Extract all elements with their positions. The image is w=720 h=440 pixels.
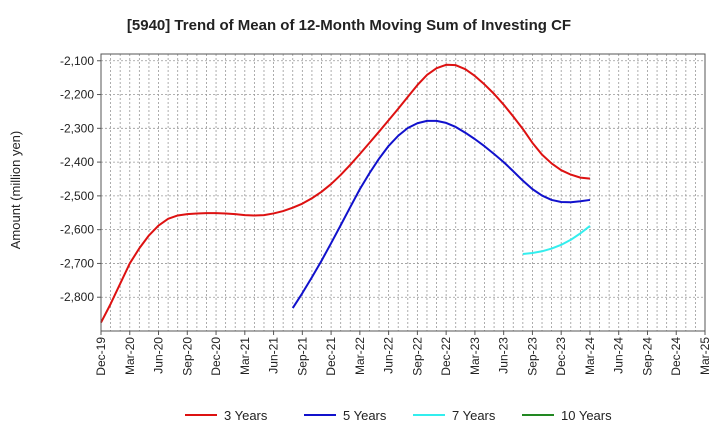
plot-area [101,54,705,331]
legend-item: 7 Years [413,408,496,423]
x-tick-label: Jun-24 [612,337,626,374]
y-tick-label: -2,700 [60,256,94,270]
x-tick-label: Jun-23 [497,337,511,374]
x-tick-label: Jun-20 [152,337,166,374]
x-tick-label: Dec-19 [94,337,108,376]
legend-label: 10 Years [561,408,612,423]
chart-title: [5940] Trend of Mean of 12-Month Moving … [127,17,571,34]
legend-item: 5 Years [304,408,387,423]
y-tick-label: -2,500 [60,189,94,203]
x-axis-ticks: Dec-19 Mar-20 Jun-20 Sep-20 Dec-20 Mar-21 Jun-… [94,331,712,376]
legend-item: 3 Years [185,408,268,423]
legend: 3 Years 5 Years 7 Years 10 Years [185,408,612,423]
x-tick-label: Sep-20 [180,337,194,376]
series-lines [100,63,591,324]
x-tick-label: Sep-22 [410,337,424,376]
y-tick-label: -2,200 [60,88,94,102]
y-tick-label: -2,100 [60,54,94,68]
x-tick-label: Dec-20 [209,337,223,376]
x-tick-label: Mar-23 [468,337,482,375]
x-tick-label: Dec-23 [554,337,568,376]
x-tick-label: Sep-21 [295,337,309,376]
x-tick-label: Dec-24 [669,337,683,376]
x-tick-label: Jun-21 [267,337,281,374]
series-line-3-years [100,63,591,324]
x-tick-label: Dec-22 [439,337,453,376]
x-tick-label: Jun-22 [382,337,396,374]
x-tick-label: Mar-20 [123,337,137,375]
x-tick-label: Mar-21 [238,337,252,375]
y-tick-label: -2,400 [60,155,94,169]
x-tick-label: Mar-25 [698,337,712,375]
y-tick-label: -2,800 [60,290,94,304]
legend-label: 3 Years [224,408,268,423]
plot-frame [100,53,706,332]
x-tick-label: Dec-21 [324,337,338,376]
y-tick-label: -2,600 [60,223,94,237]
series-line-5-years [291,119,591,309]
y-axis-label: Amount (million yen) [8,131,23,250]
x-tick-label: Sep-23 [525,337,539,376]
x-tick-label: Mar-24 [583,337,597,375]
series-line-7-years [522,225,591,255]
legend-label: 5 Years [343,408,387,423]
legend-label: 7 Years [452,408,496,423]
legend-item: 10 Years [522,408,612,423]
grid-lines [101,54,705,331]
x-tick-label: Sep-24 [640,337,654,376]
y-axis-ticks: -2,100 -2,200 -2,300 -2,400 -2,500 -2,600 -2,7… [60,54,101,304]
y-tick-label: -2,300 [60,121,94,135]
x-tick-label: Mar-22 [353,337,367,375]
